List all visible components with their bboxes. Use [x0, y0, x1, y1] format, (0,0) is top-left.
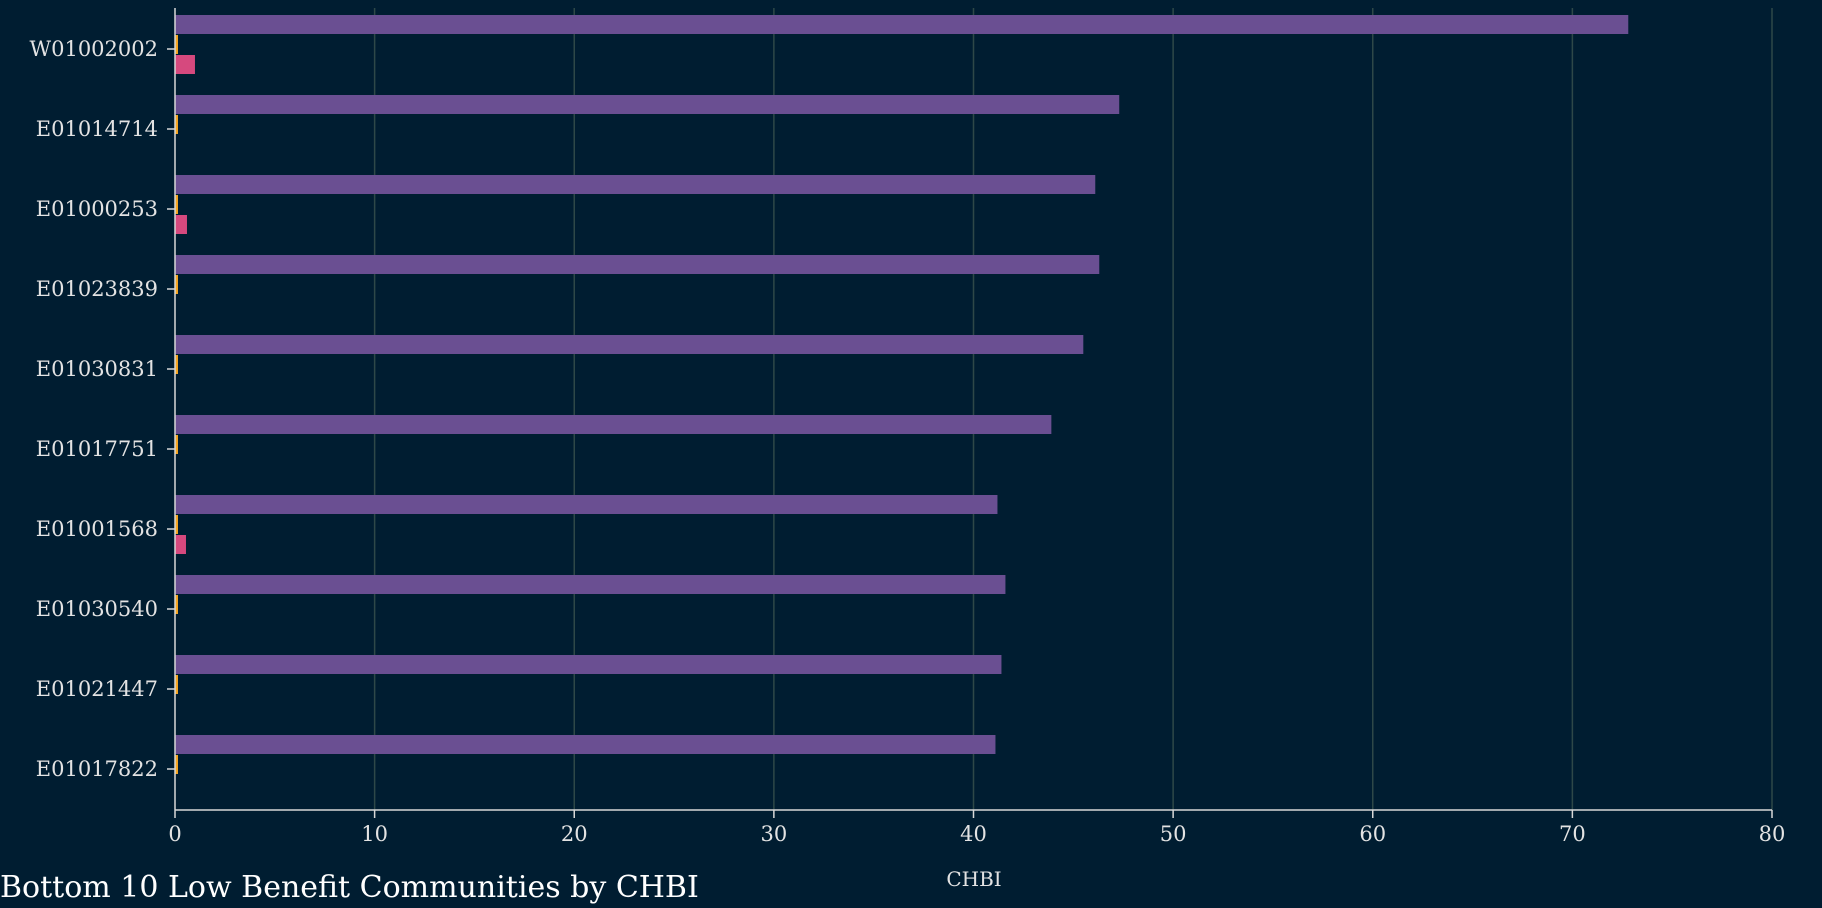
bar — [175, 355, 178, 374]
bar — [175, 595, 178, 614]
x-tick-label: 0 — [168, 822, 181, 846]
y-tick-label: W01002002 — [30, 37, 158, 61]
x-tick-label: 40 — [960, 822, 987, 846]
x-tick-label: 10 — [361, 822, 388, 846]
y-tick-label: E01023839 — [36, 277, 158, 301]
bar — [175, 95, 1120, 114]
bar — [175, 495, 998, 514]
bar — [175, 35, 178, 54]
x-axis-title: CHBI — [946, 867, 1001, 891]
y-tick-label: E01000253 — [36, 197, 158, 221]
bar — [175, 215, 187, 234]
bar — [175, 275, 178, 294]
bar — [175, 675, 178, 694]
y-tick-label: E01017822 — [36, 757, 158, 781]
x-tick-label: 60 — [1359, 822, 1386, 846]
x-axis: 0 10 20 30 40 50 60 70 80 — [168, 809, 1786, 846]
x-tick-label: 50 — [1160, 822, 1187, 846]
bar — [175, 415, 1052, 434]
y-axis: W01002002 E01014714 E01000253 E01023839 E010… — [30, 8, 176, 810]
y-tick-label: E01030831 — [36, 357, 158, 381]
y-tick-label: E01021447 — [36, 677, 158, 701]
bars — [175, 15, 1629, 774]
bar — [175, 655, 1002, 674]
y-tick-label: E01014714 — [36, 117, 158, 141]
y-tick-label: E01001568 — [36, 517, 158, 541]
bar — [175, 195, 178, 214]
bar — [175, 535, 186, 554]
bar — [175, 335, 1084, 354]
bar — [175, 755, 178, 774]
bar — [175, 55, 195, 74]
y-tick-label: E01017751 — [36, 437, 158, 461]
grid-lines — [373, 8, 1773, 810]
bar — [175, 735, 996, 754]
x-tick-label: 80 — [1759, 822, 1786, 846]
bar — [175, 115, 178, 134]
x-tick-label: 20 — [561, 822, 588, 846]
bar — [175, 515, 178, 534]
y-tick-label: E01030540 — [36, 597, 158, 621]
bar — [175, 575, 1006, 594]
x-tick-label: 30 — [761, 822, 788, 846]
bar — [175, 435, 178, 454]
x-tick-label: 70 — [1559, 822, 1586, 846]
bar — [175, 175, 1096, 194]
bar — [175, 15, 1629, 34]
bar — [175, 255, 1100, 274]
page-title: Bottom 10 Low Benefit Communities by CHB… — [0, 870, 699, 905]
